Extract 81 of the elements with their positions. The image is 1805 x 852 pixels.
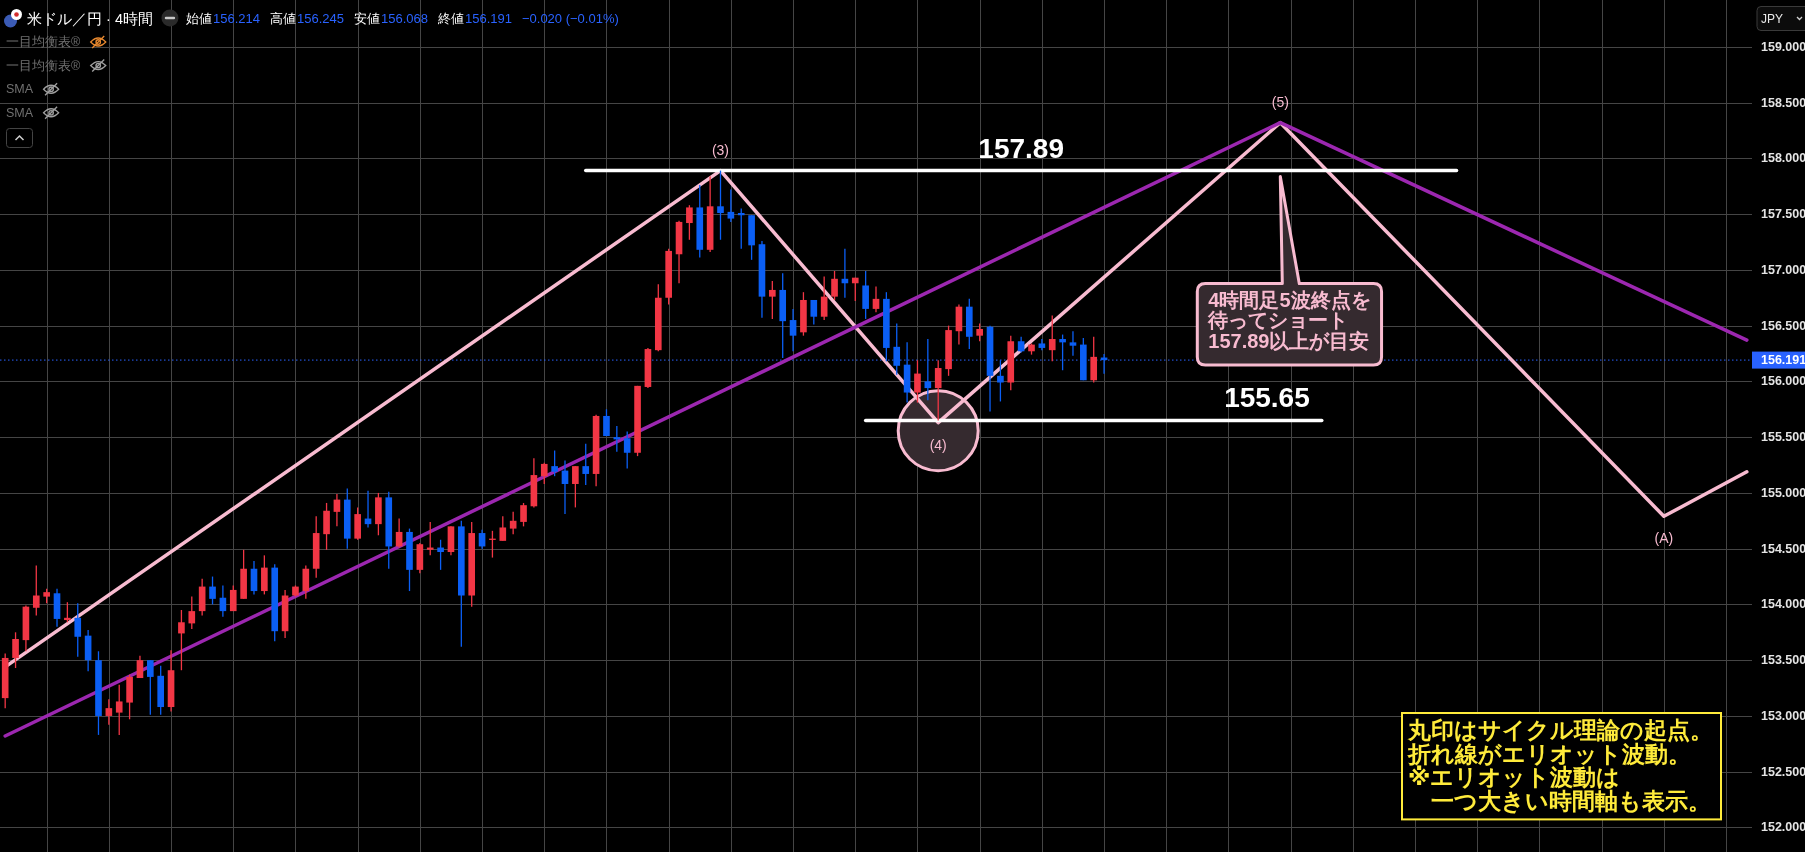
annotation: 156.068: [380, 11, 428, 26]
candlestick: [924, 338, 932, 401]
text: JPY: [1761, 12, 1784, 26]
candlestick: [499, 515, 507, 542]
candlestick: [769, 280, 776, 320]
y-tick-label: 153.500: [1761, 653, 1805, 668]
y-tick-label: 152.000: [1761, 820, 1805, 835]
annotation: SMA: [6, 82, 34, 97]
annotation: (4): [929, 436, 947, 453]
candlestick: [737, 207, 745, 250]
candlestick: [1069, 330, 1077, 357]
y-tick-label: 155.000: [1761, 485, 1805, 500]
candlestick: [727, 188, 735, 223]
candlestick: [831, 270, 838, 301]
candlestick: [509, 511, 517, 535]
annotation: 始値: [185, 11, 212, 26]
candlestick: [789, 308, 797, 352]
candlestick: [572, 465, 579, 509]
candlestick: [74, 602, 82, 658]
y-tick-label: 154.000: [1761, 597, 1805, 612]
annotation: 156.245: [296, 11, 344, 26]
annotation: (A): [1654, 530, 1674, 547]
annotation: 安値: [353, 11, 380, 26]
y-tick-label: 159.000: [1761, 39, 1805, 54]
y-tick-label: 153.000: [1761, 708, 1805, 723]
candlestick: [717, 169, 724, 241]
candlestick: [209, 575, 216, 606]
y-tick-label: 158.500: [1761, 95, 1805, 110]
annotation: 157.89以上が目安: [1208, 329, 1370, 352]
candlestick: [32, 564, 40, 617]
candlestick: [229, 584, 237, 612]
candlestick: [64, 601, 71, 623]
series-label: 155.65: [1224, 382, 1310, 414]
ref-line-label: 156.191: [1761, 353, 1805, 368]
candlestick: [105, 698, 113, 726]
annotation: (3): [711, 141, 730, 158]
candlestick: [540, 462, 548, 485]
candlestick: [686, 204, 693, 241]
y-tick-label: 155.500: [1761, 430, 1805, 445]
candlestick: [1048, 314, 1056, 362]
candlestick: [997, 359, 1004, 403]
candlestick: [1090, 336, 1098, 384]
candlestick: [261, 554, 268, 596]
candlestick: [914, 359, 921, 404]
candlestick: [872, 285, 880, 313]
candlestick: [893, 322, 901, 376]
annotation: 156.214: [212, 11, 260, 26]
y-tick-label: 156.000: [1761, 374, 1805, 389]
annotation: 終値: [436, 11, 464, 26]
annotation: SMA: [6, 105, 34, 120]
annotation: (5): [1271, 93, 1289, 110]
candlestick: [551, 449, 558, 477]
candlestick: [810, 299, 818, 326]
annotation: 156.191: [464, 11, 512, 26]
candlestick: [178, 609, 185, 671]
annotation: 高値: [269, 11, 296, 26]
candlestick: [115, 684, 123, 736]
y-tick-label: 152.500: [1761, 764, 1805, 779]
y-tick-label: 157.000: [1761, 262, 1805, 277]
candlestick: [426, 521, 434, 557]
candlestick: [1059, 333, 1066, 371]
candlestick: [934, 359, 942, 422]
annotation: 4時間足5波終点を: [1208, 288, 1371, 311]
text: 米ドル／円 · 4時間: [27, 10, 153, 27]
candlestick: [323, 502, 330, 551]
candlestick: [147, 659, 154, 716]
candlestick: [188, 595, 196, 630]
candlestick: [862, 270, 869, 320]
candlestick: [12, 631, 19, 669]
candlestick: [820, 275, 828, 321]
y-tick-label: 154.500: [1761, 541, 1805, 556]
candlestick: [623, 430, 631, 470]
candlestick: [582, 443, 590, 486]
candlestick: [603, 408, 610, 437]
y-tick-label: 156.500: [1761, 318, 1805, 333]
y-tick-label: 158.000: [1761, 151, 1805, 166]
candlestick: [437, 539, 444, 571]
annotation: −0.020 (−0.01%): [521, 11, 619, 26]
series-label: 157.89: [978, 132, 1064, 164]
y-tick-label: 157.500: [1761, 207, 1805, 222]
candlestick: [520, 502, 527, 528]
